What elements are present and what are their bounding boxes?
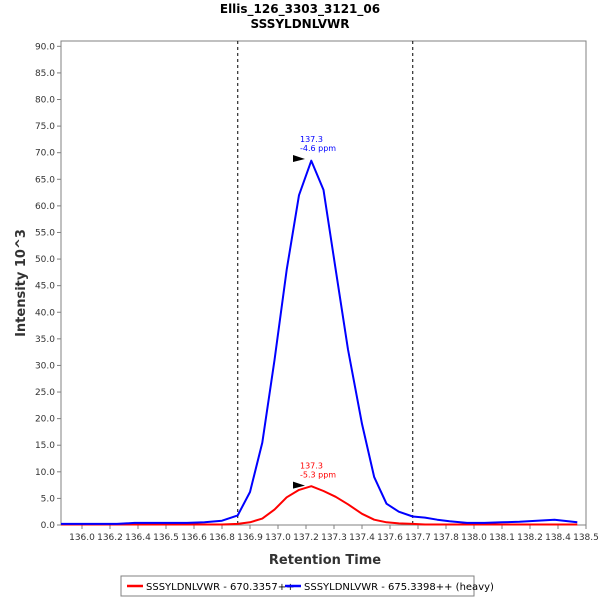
y-tick-label: 40.0 xyxy=(35,308,55,318)
x-tick-label: 136.0 xyxy=(69,533,95,543)
y-tick-label: 15.0 xyxy=(35,441,55,451)
legend-label-heavy: SSSYLDNLVWR - 675.3398++ (heavy) xyxy=(304,582,494,593)
x-tick-label: 136.4 xyxy=(125,533,151,543)
x-tick-label: 136.2 xyxy=(97,533,123,543)
y-tick-label: 70.0 xyxy=(35,149,55,159)
x-tick-label: 137.2 xyxy=(293,533,319,543)
x-tick-label: 137.8 xyxy=(433,533,459,543)
legend: SSSYLDNLVWR - 670.3357++ SSSYLDNLVWR - 6… xyxy=(120,575,494,597)
chart-subtitle: SSSYLDNLVWR xyxy=(251,17,350,31)
y-tick-label: 5.0 xyxy=(41,494,56,504)
y-tick-label: 20.0 xyxy=(35,415,55,425)
x-tick-label: 138.2 xyxy=(517,533,543,543)
x-tick-label: 138.4 xyxy=(545,533,571,543)
y-tick-label: 75.0 xyxy=(35,122,55,132)
x-tick-label: 137.6 xyxy=(377,533,403,543)
y-tick-label: 35.0 xyxy=(35,335,55,345)
y-tick-label: 65.0 xyxy=(35,175,55,185)
legend-label-light: SSSYLDNLVWR - 670.3357++ xyxy=(146,582,295,593)
y-tick-label: 55.0 xyxy=(35,228,55,238)
y-tick-label: 80.0 xyxy=(35,96,55,106)
peak-rt-label: 137.3 xyxy=(300,462,323,471)
y-tick-label: 50.0 xyxy=(35,255,55,265)
x-tick-label: 137.7 xyxy=(405,533,431,543)
y-tick-label: 25.0 xyxy=(35,388,55,398)
x-axis-title: Retention Time xyxy=(269,553,381,568)
peak-marker xyxy=(293,155,305,163)
x-tick-label: 138.0 xyxy=(461,533,487,543)
series-lines xyxy=(61,159,578,526)
boundary-lines xyxy=(237,41,414,525)
y-tick-label: 90.0 xyxy=(35,42,55,52)
x-tick-label: 137.0 xyxy=(265,533,291,543)
series-line-light xyxy=(61,485,578,526)
y-tick-label: 0.0 xyxy=(41,521,56,531)
y-axis-title: Intensity 10^3 xyxy=(14,229,29,337)
peak-ppm-label: -5.3 ppm xyxy=(300,471,336,480)
x-tick-label: 136.6 xyxy=(181,533,207,543)
x-tick-label: 137.3 xyxy=(321,533,347,543)
x-tick-label: 136.9 xyxy=(237,533,263,543)
plot-area xyxy=(60,40,587,526)
y-tick-label: 10.0 xyxy=(35,468,55,478)
x-tick-label: 136.5 xyxy=(153,533,179,543)
series-line-heavy xyxy=(61,159,578,525)
peak-rt-label: 137.3 xyxy=(300,135,323,144)
y-tick-label: 30.0 xyxy=(35,361,55,371)
y-axis: 0.0 5.0 10.0 15.0 20.0 25.0 30.0 35.0 40.0 45.0 50… xyxy=(35,42,61,531)
x-tick-label: 138.1 xyxy=(489,533,515,543)
x-tick-label: 138.5 xyxy=(573,533,599,543)
y-tick-label: 85.0 xyxy=(35,69,55,79)
x-axis: 136.0 136.2 136.4 136.5 136.6 136.8 136.9 137.0… xyxy=(69,525,599,543)
x-tick-label: 136.8 xyxy=(209,533,235,543)
y-tick-label: 45.0 xyxy=(35,282,55,292)
chart-title: Ellis_126_3303_3121_06 xyxy=(220,2,380,17)
peak-ppm-label: -4.6 ppm xyxy=(300,144,336,153)
y-tick-label: 60.0 xyxy=(35,202,55,212)
peak-marker xyxy=(293,481,305,489)
x-tick-label: 137.4 xyxy=(349,533,375,543)
